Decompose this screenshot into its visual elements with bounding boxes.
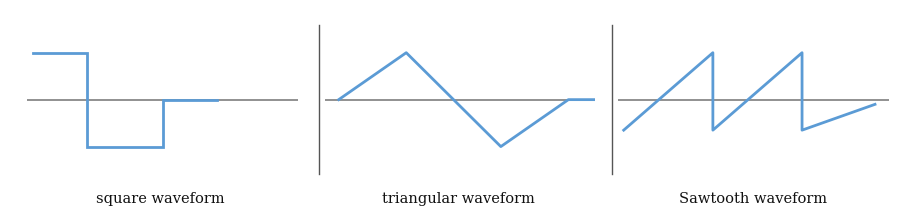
Text: Sawtooth waveform: Sawtooth waveform [679,192,827,206]
Text: square waveform: square waveform [96,192,224,206]
Text: triangular waveform: triangular waveform [382,192,534,206]
